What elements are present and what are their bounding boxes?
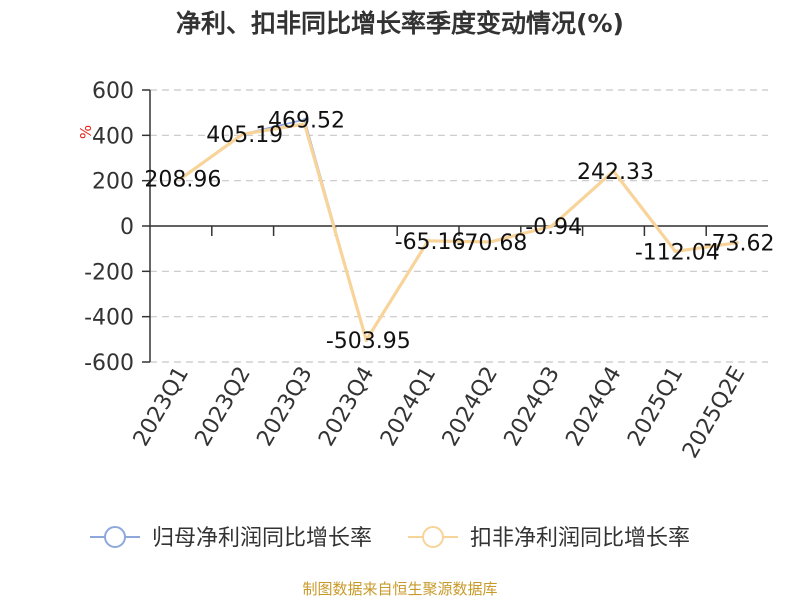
data-label: 405.19	[206, 123, 283, 148]
legend: 归母净利润同比增长率 扣非净利润同比增长率	[90, 526, 690, 551]
data-point	[488, 240, 492, 244]
data-label: -0.94	[525, 215, 582, 240]
data-point	[426, 239, 430, 243]
y-tick-label: 600	[92, 79, 134, 104]
x-tick-label: 2025Q1	[623, 363, 688, 451]
x-tick-label: 2023Q3	[252, 363, 317, 451]
data-point	[302, 122, 307, 126]
data-point	[179, 177, 183, 181]
y-tick-label: 0	[120, 215, 134, 240]
data-label: 242.33	[577, 160, 654, 185]
legend-item-1: 归母净利润同比增长率	[90, 526, 372, 551]
data-label: -112.04	[635, 240, 720, 265]
legend-item-2: 扣非净利润同比增长率	[408, 526, 690, 551]
x-tick-label: 2023Q2	[191, 363, 256, 451]
x-tick-label: 2024Q4	[561, 363, 626, 451]
x-tick-label: 2023Q4	[314, 363, 379, 451]
data-point	[735, 241, 739, 245]
y-tick-label: -200	[84, 260, 134, 285]
x-tick-label: 2024Q3	[500, 363, 565, 451]
x-tick-label: 2024Q2	[438, 363, 503, 451]
data-point	[364, 338, 368, 342]
series-line-2	[179, 122, 739, 342]
legend-marker-icon	[422, 526, 444, 548]
source-note: 制图数据来自恒生聚源数据库	[302, 580, 497, 598]
data-label: -65.16	[395, 230, 466, 255]
data-point	[302, 117, 307, 122]
x-tick-label: 2025Q2E	[678, 363, 750, 463]
data-label: 208.96	[144, 168, 221, 193]
data-label: -503.95	[326, 329, 411, 354]
y-tick-label: -600	[84, 351, 134, 376]
series	[179, 117, 739, 342]
legend-marker-icon	[104, 526, 126, 548]
data-label: 469.52	[268, 109, 345, 134]
y-tick-label: -400	[84, 306, 134, 331]
x-tick-label: 2023Q1	[129, 363, 194, 451]
y-tick-label: 200	[92, 170, 134, 195]
data-label: -70.68	[456, 231, 527, 256]
chart-title: 净利、扣非同比增长率季度变动情况(%)	[176, 9, 624, 38]
data-point	[673, 249, 677, 253]
y-unit-label: %	[77, 125, 95, 139]
legend-label: 扣非净利润同比增长率	[470, 526, 690, 551]
x-tick-label: 2024Q1	[376, 362, 441, 450]
data-label: -73.62	[704, 232, 775, 257]
data-point	[550, 224, 554, 228]
data-point	[241, 132, 245, 136]
y-tick-label: 400	[92, 124, 134, 149]
data-point	[611, 169, 616, 173]
legend-label: 归母净利润同比增长率	[152, 526, 372, 551]
